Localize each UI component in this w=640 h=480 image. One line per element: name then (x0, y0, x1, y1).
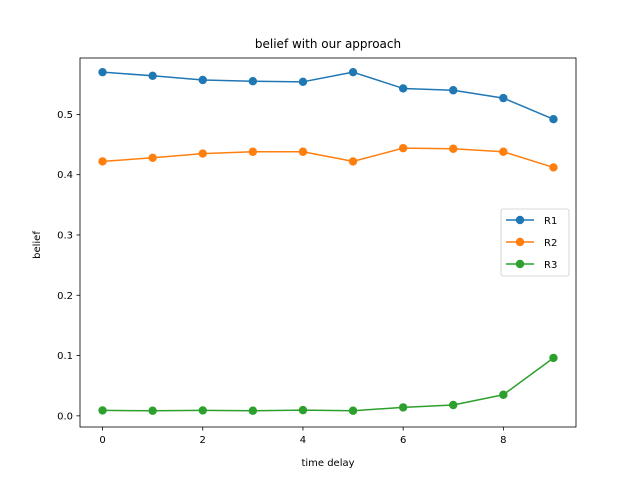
data-point-r2 (248, 147, 258, 156)
data-point-r1 (248, 77, 258, 86)
x-tick-label: 2 (200, 435, 206, 446)
x-tick-label: 6 (400, 435, 406, 446)
data-point-r1 (148, 71, 157, 80)
data-point-r3 (148, 406, 157, 415)
data-point-r2 (348, 157, 358, 166)
y-tick-label: 0.0 (57, 411, 73, 422)
data-point-r3 (298, 405, 308, 415)
legend-marker-r2 (515, 237, 525, 247)
x-axis-label: time delay (301, 458, 354, 469)
data-point-r3 (449, 400, 458, 410)
x-tick-label: 0 (99, 435, 105, 446)
y-axis-label: belief (32, 231, 43, 259)
data-point-r3 (348, 406, 358, 415)
data-point-r2 (198, 149, 207, 158)
data-point-r2 (298, 147, 308, 156)
y-tick-label: 0.2 (57, 291, 73, 302)
data-point-r1 (499, 93, 508, 103)
series-line-r3 (102, 357, 554, 412)
y-tick-label: 0.5 (57, 110, 73, 121)
data-point-r3 (499, 390, 508, 399)
legend-label-r3: R3 (544, 260, 557, 271)
data-point-r1 (98, 67, 107, 77)
y-tick-label: 0.4 (57, 170, 73, 181)
x-tick-label: 8 (500, 435, 506, 446)
data-point-r1 (398, 84, 408, 93)
chart-title: belief with our approach (255, 37, 401, 51)
y-tick-label: 0.1 (57, 351, 73, 362)
data-point-r2 (549, 163, 558, 172)
legend-label-r1: R1 (544, 216, 557, 227)
data-point-r3 (549, 353, 558, 363)
y-tick-label: 0.3 (57, 230, 73, 241)
data-point-r1 (348, 67, 358, 77)
data-point-r1 (449, 86, 458, 95)
legend-box (500, 208, 570, 277)
data-point-r1 (298, 77, 308, 87)
data-point-r3 (248, 406, 258, 415)
data-point-r2 (148, 153, 157, 162)
series-line-r2 (102, 147, 554, 169)
data-point-r1 (198, 75, 207, 85)
plot-area (98, 67, 558, 415)
legend-marker-r3 (515, 259, 525, 269)
data-point-r2 (98, 157, 107, 166)
data-point-r2 (499, 147, 508, 156)
data-point-r3 (198, 406, 207, 415)
data-point-r2 (398, 143, 408, 153)
legend-marker-r1 (515, 215, 525, 225)
legend-label-r2: R2 (544, 238, 557, 249)
data-point-r3 (98, 406, 107, 415)
legend: R1 R2 R3 (500, 208, 570, 277)
series-line-r1 (102, 71, 554, 120)
data-point-r2 (449, 144, 458, 153)
data-point-r3 (398, 403, 408, 412)
axes-frame (79, 57, 577, 428)
data-point-r1 (549, 114, 558, 124)
x-tick-label: 4 (300, 435, 306, 446)
